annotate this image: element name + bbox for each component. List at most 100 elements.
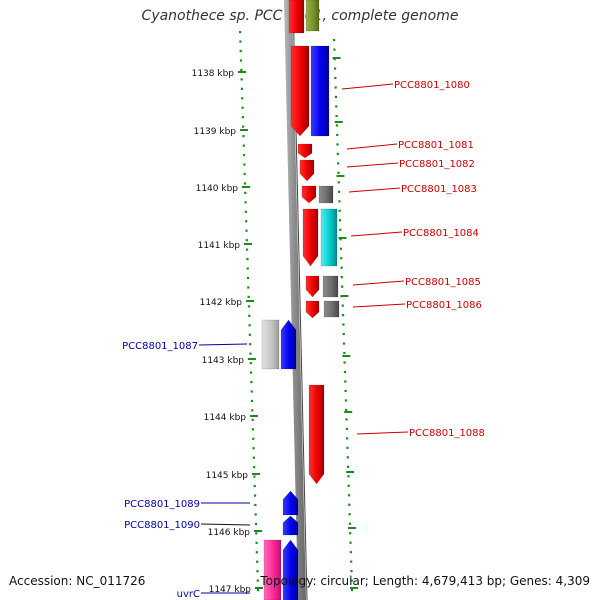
genome-summary-text: Topology: circular; Length: 4,679,413 bp… <box>260 574 590 588</box>
guide-dot <box>245 239 248 242</box>
label-leader-line <box>346 143 398 150</box>
guide-dot <box>336 143 339 146</box>
label-leader-line <box>200 523 251 526</box>
tick-label: 1143 kbp <box>202 356 245 366</box>
guide-dot <box>241 116 244 119</box>
guide-dot <box>242 153 246 157</box>
guide-dot <box>249 371 253 374</box>
gene-pcc8801-1082 <box>299 159 315 182</box>
gene-pcc8801-1085-gray <box>322 275 339 298</box>
guide-dot <box>250 390 253 393</box>
gene-label-left: uvrC <box>177 589 200 600</box>
guide-dot <box>244 191 247 194</box>
guide-dot <box>343 370 347 374</box>
guide-dot <box>240 68 243 72</box>
gene-pcc8801-1089 <box>282 490 299 516</box>
guide-dot <box>338 209 341 212</box>
guide-dot <box>239 49 242 53</box>
accession-text: Accession: NC_011726 <box>9 574 146 588</box>
guide-dot <box>348 513 351 516</box>
guide-dot <box>256 570 259 573</box>
guide-dot <box>349 532 352 535</box>
guide-dot <box>339 228 342 231</box>
guide-dot <box>340 266 343 269</box>
guide-dot <box>255 541 258 544</box>
guide-dot <box>254 513 257 516</box>
guide-dot <box>335 114 338 118</box>
guide-dot <box>350 570 353 573</box>
tick-label: 1146 kbp <box>208 528 251 538</box>
guide-dot <box>346 456 349 459</box>
guide-dot <box>253 484 256 488</box>
gene-pcc8801-1087-light <box>261 319 280 370</box>
guide-dot <box>248 324 251 327</box>
guide-dot <box>339 238 342 241</box>
guide-dot <box>339 247 343 250</box>
guide-dot <box>345 418 348 421</box>
guide-dot <box>344 389 347 393</box>
guide-dot <box>333 48 336 51</box>
guide-dot <box>349 551 352 554</box>
gene-pcc8801-1084-cyan <box>320 208 338 267</box>
guide-dot <box>243 182 247 185</box>
gene-pcc8801-1083-gray <box>318 185 334 204</box>
guide-dot <box>347 475 350 478</box>
guide-dot <box>346 446 349 449</box>
guide-dot <box>252 437 255 440</box>
guide-dot <box>241 106 244 109</box>
gene-top-red <box>288 0 305 34</box>
tick-label: 1140 kbp <box>196 184 239 194</box>
gene-label-right: PCC8801_1080 <box>394 80 470 91</box>
gene-label-right: PCC8801_1082 <box>399 159 475 170</box>
tick-label: 1141 kbp <box>198 241 241 251</box>
guide-dot <box>334 95 338 99</box>
guide-dot <box>348 522 352 525</box>
label-leader-line <box>350 231 403 237</box>
guide-dot <box>243 172 246 176</box>
label-leader-line <box>341 83 394 90</box>
guide-dot <box>241 97 244 100</box>
label-leader-line <box>356 431 409 435</box>
guide-dot <box>346 465 350 468</box>
guide-dot <box>246 276 250 280</box>
guide-dot <box>250 399 254 403</box>
guide-dot <box>336 133 339 137</box>
guide-dot <box>335 124 338 127</box>
guide-dot <box>345 427 348 430</box>
guide-dot <box>333 67 337 70</box>
guide-dot <box>246 248 249 251</box>
label-leader-line <box>198 343 248 346</box>
tick-label: 1145 kbp <box>206 471 249 481</box>
guide-dot <box>239 31 242 34</box>
guide-dot <box>351 589 354 592</box>
guide-dot <box>246 257 249 261</box>
guide-dot <box>257 589 260 592</box>
label-leader-line <box>352 280 405 286</box>
guide-dot <box>347 484 350 487</box>
tick-label: 1144 kbp <box>204 413 247 423</box>
label-leader-line <box>348 187 401 193</box>
guide-dot <box>247 305 251 308</box>
guide-dot <box>253 466 256 469</box>
guide-dot <box>338 200 341 203</box>
guide-dot <box>343 361 346 364</box>
guide-dot <box>342 314 345 317</box>
guide-dot <box>342 323 345 326</box>
gene-label-right: PCC8801_1084 <box>403 228 479 239</box>
guide-dot <box>242 135 245 138</box>
gene-label-left: PCC8801_1089 <box>124 499 200 510</box>
gene-bottom-pink <box>263 539 282 600</box>
tick-label: 1138 kbp <box>192 69 235 79</box>
guide-dot <box>251 418 254 421</box>
guide-dot <box>252 447 255 450</box>
gene-label-right: PCC8801_1083 <box>401 184 477 195</box>
guide-dot <box>337 190 341 193</box>
guide-dot <box>248 314 251 317</box>
guide-dot <box>344 399 347 402</box>
guide-dot <box>255 551 258 554</box>
gene-pcc8801-1084-red <box>302 208 319 267</box>
gene-pcc8801-1080-blue <box>310 45 330 137</box>
label-leader-line <box>346 162 399 168</box>
